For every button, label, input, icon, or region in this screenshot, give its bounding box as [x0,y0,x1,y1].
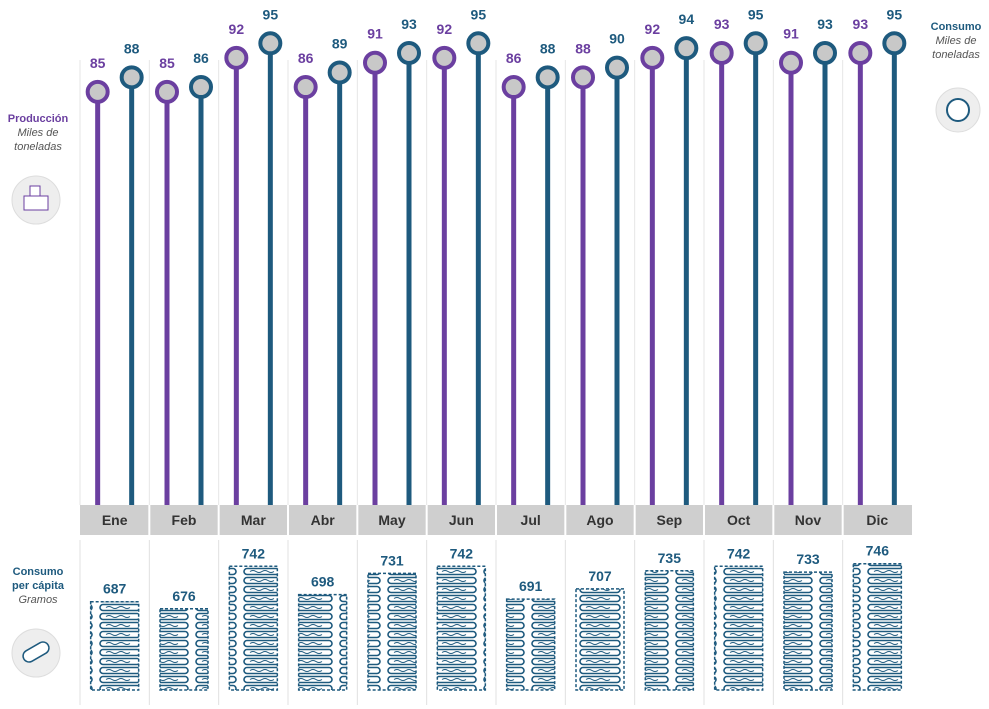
value-label: 92 [645,21,661,37]
series-unit: Miles de toneladas [932,35,980,61]
lollipop-head [293,75,318,100]
per-capita-bar [783,571,833,691]
value-label: 746 [866,543,890,559]
x-tick-label: Dic [866,512,888,528]
lollipop-head [674,36,699,61]
lollipop-head [535,65,560,90]
lollipop-head [743,31,768,56]
lollipop-head [224,45,249,70]
per-capita-bar [505,598,556,691]
lollipop-head [605,55,629,80]
value-label: 91 [367,26,383,42]
value-label: 85 [159,55,175,71]
per-capita-bar [644,570,695,691]
lollipop-head [363,50,387,75]
lollipop-head [779,50,803,75]
lollipop-head [813,41,837,66]
lollipop-head [258,31,283,56]
lollipop-head [397,41,421,66]
x-tick-label: Jul [521,512,541,528]
value-label: 86 [298,50,314,66]
per-capita-bar [436,565,487,691]
value-label: 735 [658,550,682,566]
value-label: 86 [193,50,209,66]
per-capita-bar [852,562,903,691]
value-label: 95 [471,6,487,22]
value-label: 88 [575,40,591,56]
value-label: 691 [519,578,543,594]
per-capita-bar [228,565,279,691]
x-tick-label: Ago [586,512,613,528]
series-unit: Miles de toneladas [14,127,62,153]
lollipop-head [501,75,526,100]
value-label: 707 [588,568,612,584]
lollipop-head [882,31,907,56]
value-label: 91 [783,26,799,42]
lollipop-head [466,31,491,56]
series-name: Consumo [930,21,982,33]
lollipop-head [327,60,352,85]
value-label: 92 [437,21,453,37]
per-capita-bar [297,593,348,691]
value-label: 88 [540,40,556,56]
value-label: 90 [609,31,625,47]
lollipop-head [155,79,179,104]
value-label: 88 [124,40,140,56]
x-tick-label: Nov [795,512,822,528]
value-label: 698 [311,574,335,590]
value-label: 94 [679,11,695,27]
x-tick-label: May [378,512,405,528]
series-name: Producción [7,113,69,125]
per-capita-bar [367,572,417,691]
value-label: 93 [401,16,417,32]
per-capita-label: Consumo per cápita Gramos [4,565,72,607]
value-label: 687 [103,581,127,597]
per-capita-bar [713,565,764,691]
consumption-label: Consumo Miles de toneladas [920,20,989,62]
x-tick-label: Jun [449,512,474,528]
value-label: 676 [172,588,196,604]
series-name: Consumo per cápita [12,566,64,592]
per-capita-bar [89,600,140,691]
lollipop-head [189,75,213,100]
lollipop-head [119,65,144,90]
lollipop-head [709,41,734,66]
value-label: 95 [887,6,903,22]
per-capita-bar [575,588,625,691]
value-label: 92 [229,21,245,37]
value-label: 85 [90,55,106,71]
value-label: 95 [748,6,764,22]
value-label: 733 [796,551,820,567]
lollipop-head [640,45,665,70]
value-label: 742 [242,545,266,561]
x-tick-label: Feb [172,512,197,528]
x-tick-label: Sep [656,512,682,528]
value-label: 93 [714,16,730,32]
icon-consumption [935,87,981,133]
production-label: Producción Miles de toneladas [0,112,76,154]
icon-per-capita [11,628,61,678]
lollipop-head [571,65,595,90]
value-label: 93 [853,16,869,32]
value-label: 742 [450,545,474,561]
icon-production [11,175,61,225]
value-label: 89 [332,35,348,51]
value-label: 731 [380,552,404,568]
value-label: 86 [506,50,522,66]
series-unit: Gramos [18,594,58,606]
x-tick-label: Abr [311,512,336,528]
x-tick-label: Oct [727,512,751,528]
x-tick-label: Ene [102,512,128,528]
value-label: 93 [817,16,833,32]
per-capita-bar [159,608,209,691]
value-label: 95 [263,6,279,22]
lollipop-head [85,79,110,104]
lollipop-head [848,41,873,66]
value-label: 742 [727,545,751,561]
lollipop-head [432,45,457,70]
x-tick-label: Mar [241,512,266,528]
